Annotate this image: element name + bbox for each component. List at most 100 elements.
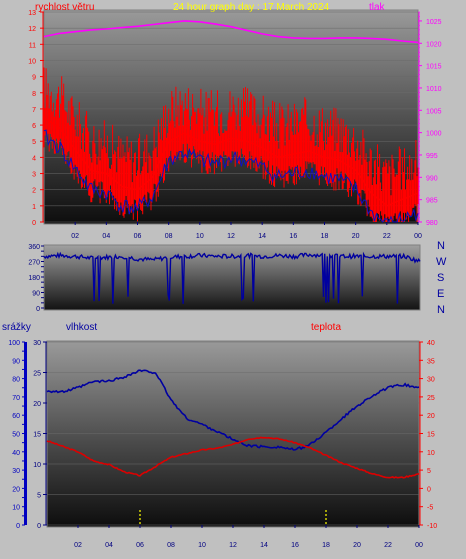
humidity-tick-label: 15 [33, 432, 41, 439]
temperature-axis-ticks: -10 -5 0 5 10 15 20 25 30 35 40 [419, 340, 437, 530]
pressure-line [43, 20, 419, 44]
humidity-tick-label: 10 [33, 462, 41, 469]
rain-tick-label: 10 [12, 505, 20, 512]
x-tick-label: 08 [167, 542, 175, 549]
pressure-tick-label: 995 [426, 153, 438, 160]
rain-tick-label: 70 [12, 395, 20, 402]
rain-tick-label: 50 [12, 432, 20, 439]
wind-tick-label: 6 [32, 123, 36, 130]
x-tick-label: 06 [136, 542, 144, 549]
temperature-tick-label: 5 [427, 468, 431, 475]
x-tick-label: 00 [414, 233, 422, 240]
rain-tick-label: 20 [12, 486, 20, 493]
rain-tick-label: 80 [12, 377, 20, 384]
x-tick-label: 14 [260, 542, 268, 549]
chart-title: 24 hour graph day : 17 March 2024 [173, 2, 330, 13]
temperature-tick-label: 30 [427, 377, 435, 384]
direction-tick-label: 0 [36, 306, 40, 313]
direction-tick-label: 360 [28, 244, 40, 251]
pressure-tick-label: 1015 [426, 64, 442, 71]
wind-tick-label: 8 [32, 91, 36, 98]
rain-tick-label: 100 [8, 340, 20, 347]
temperature-tick-label: 10 [427, 450, 435, 457]
x-tick-label: 18 [322, 542, 330, 549]
humidity-tick-label: 25 [33, 371, 41, 378]
temperature-tick-label: 35 [427, 358, 435, 365]
direction-axis-ticks: 0 90 180 270 360 [28, 244, 44, 313]
temperature-tick-label: 25 [427, 395, 435, 402]
compass-s: S [437, 272, 444, 284]
rain-tick-label: 60 [12, 413, 20, 420]
wind-tick-label: 7 [32, 107, 36, 114]
temperature-tick-label: 40 [427, 340, 435, 347]
temperature-line [46, 436, 420, 479]
x-tick-label: 04 [102, 233, 110, 240]
x-tick-label: 10 [196, 233, 204, 240]
temperature-tick-label: 15 [427, 432, 435, 439]
x-tick-label: 16 [289, 233, 297, 240]
rain-axis-bar [24, 342, 27, 525]
wind-tick-label: 13 [28, 10, 36, 17]
direction-line [43, 251, 421, 304]
x-tick-label: 08 [165, 233, 173, 240]
compass-w: W [436, 256, 447, 268]
x-tick-label: 04 [105, 542, 113, 549]
x-tick-label: 02 [71, 233, 79, 240]
wind-tick-label: 5 [32, 139, 36, 146]
direction-tick-label: 180 [28, 275, 40, 282]
wind-tick-label: 9 [32, 75, 36, 82]
x-tick-label: 12 [227, 233, 235, 240]
wind-tick-label: 4 [32, 155, 36, 162]
pressure-tick-label: 1000 [426, 131, 442, 138]
compass-n-bottom: N [437, 304, 445, 316]
x-tick-label: 18 [321, 233, 329, 240]
bottom-x-axis-ticks: 02 04 06 08 10 12 14 16 18 20 22 00 [74, 525, 423, 549]
humidity-temp-plot-area [46, 340, 420, 528]
humidity-tick-label: 0 [37, 523, 41, 530]
rain-tick-label: 30 [12, 468, 20, 475]
compass-n-top: N [437, 240, 445, 252]
compass-e: E [437, 288, 444, 300]
x-tick-label: 14 [258, 233, 266, 240]
wind-tick-label: 2 [32, 188, 36, 195]
humidity-temp-series [46, 369, 420, 525]
humidity-tick-label: 20 [33, 401, 41, 408]
x-tick-label: 22 [384, 542, 392, 549]
temperature-tick-label: -5 [427, 505, 433, 512]
wind-speed-line [43, 116, 419, 207]
humidity-label: vlhkost [66, 322, 97, 333]
pressure-tick-label: 980 [426, 220, 438, 227]
wind-average-line [43, 129, 419, 224]
humidity-tick-label: 5 [37, 493, 41, 500]
humidity-line [46, 369, 420, 451]
x-tick-label: 06 [134, 233, 142, 240]
wind-tick-label: 0 [32, 220, 36, 227]
temperature-tick-label: -10 [427, 523, 437, 530]
wind-tick-label: 3 [32, 172, 36, 179]
x-tick-label: 22 [383, 233, 391, 240]
temperature-tick-label: 0 [427, 486, 431, 493]
wind-tick-label: 12 [28, 26, 36, 33]
wind-tick-label: 11 [29, 42, 36, 49]
direction-series [43, 251, 421, 304]
top-x-axis-ticks: 02 04 06 08 10 12 14 16 18 20 22 00 [71, 222, 422, 240]
x-tick-label: 20 [352, 233, 360, 240]
x-tick-label: 16 [291, 542, 299, 549]
pressure-axis-ticks: 980 985 990 995 1000 1005 1010 1015 1020 1025 [418, 11, 442, 227]
compass-labels: N W S E N [436, 240, 447, 316]
pressure-label: tlak [369, 2, 386, 13]
direction-tick-label: 270 [28, 260, 40, 267]
wind-pressure-series [43, 20, 419, 224]
x-tick-label: 00 [415, 542, 423, 549]
humidity-tick-label: 30 [33, 340, 41, 347]
rain-tick-label: 40 [12, 450, 20, 457]
temperature-tick-label: 20 [427, 413, 435, 420]
direction-tick-label: 90 [32, 291, 40, 298]
pressure-tick-label: 1025 [426, 19, 442, 26]
rain-tick-label: 90 [12, 358, 20, 365]
x-tick-label: 10 [198, 542, 206, 549]
x-tick-label: 02 [74, 542, 82, 549]
wind-label: rychlost větru [35, 2, 94, 13]
